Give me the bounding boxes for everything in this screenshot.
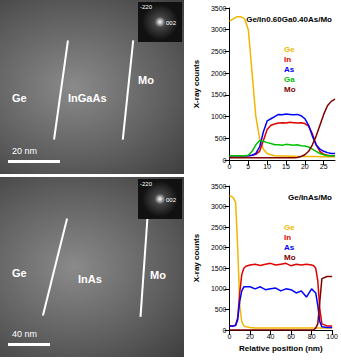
html-text:20 nm: 20 nm <box>12 146 37 156</box>
svg-text:2000: 2000 <box>211 244 227 251</box>
svg-text:20: 20 <box>246 333 254 340</box>
svg-text:500: 500 <box>215 306 227 313</box>
svg-text:X-ray counts: X-ray counts <box>192 233 201 282</box>
svg-text:40: 40 <box>267 333 275 340</box>
svg-text:60: 60 <box>287 333 295 340</box>
svg-text:15: 15 <box>282 163 290 170</box>
html-text:InGaAs: InGaAs <box>68 92 107 104</box>
svg-text:100: 100 <box>326 333 338 340</box>
svg-text:3500: 3500 <box>211 183 227 190</box>
svg-text:3000: 3000 <box>211 26 227 33</box>
html-text:002: 002 <box>166 20 176 26</box>
html-text:002: 002 <box>166 197 176 203</box>
svg-text:2500: 2500 <box>211 224 227 231</box>
svg-text:1000: 1000 <box>211 285 227 292</box>
svg-text:In: In <box>284 233 291 242</box>
svg-text:20: 20 <box>301 163 309 170</box>
svg-text:2000: 2000 <box>211 70 227 77</box>
svg-text:3000: 3000 <box>211 203 227 210</box>
svg-text:Mo: Mo <box>284 85 296 94</box>
svg-text:Ge: Ge <box>284 45 295 54</box>
svg-text:0: 0 <box>223 327 227 334</box>
svg-text:Ga: Ga <box>284 75 295 84</box>
svg-text:Ge/In0.60Ga0.40As/Mo: Ge/In0.60Ga0.40As/Mo <box>246 15 332 24</box>
svg-text:0: 0 <box>228 333 232 340</box>
html-text:-220: -220 <box>140 181 152 187</box>
svg-text:3500: 3500 <box>211 5 227 12</box>
svg-text:Mo: Mo <box>284 253 296 262</box>
svg-text:In: In <box>284 55 291 64</box>
html-text:Mo: Mo <box>150 269 166 281</box>
svg-text:0: 0 <box>223 157 227 164</box>
svg-text:5: 5 <box>246 163 250 170</box>
svg-text:Relative position (nm): Relative position (nm) <box>239 344 323 353</box>
html-text:Mo: Mo <box>138 74 154 86</box>
svg-text:80: 80 <box>308 333 316 340</box>
svg-text:Ge/InAs/Mo: Ge/InAs/Mo <box>288 193 332 202</box>
svg-text:Ge: Ge <box>284 223 295 232</box>
svg-text:2500: 2500 <box>211 48 227 55</box>
html-text:Ge: Ge <box>12 92 27 104</box>
svg-text:1500: 1500 <box>211 265 227 272</box>
svg-text:500: 500 <box>215 135 227 142</box>
svg-text:X-ray counts: X-ray counts <box>192 59 201 108</box>
svg-text:25: 25 <box>320 163 328 170</box>
svg-text:1000: 1000 <box>211 113 227 120</box>
svg-text:1500: 1500 <box>211 91 227 98</box>
svg-text:As: As <box>284 65 295 74</box>
svg-text:0: 0 <box>228 163 232 170</box>
svg-text:As: As <box>284 243 295 252</box>
html-text:Ge: Ge <box>12 267 27 279</box>
html-text:-220: -220 <box>140 4 152 10</box>
html-text:InAs: InAs <box>78 273 102 285</box>
svg-text:10: 10 <box>263 163 271 170</box>
html-text:40 nm: 40 nm <box>12 329 37 339</box>
